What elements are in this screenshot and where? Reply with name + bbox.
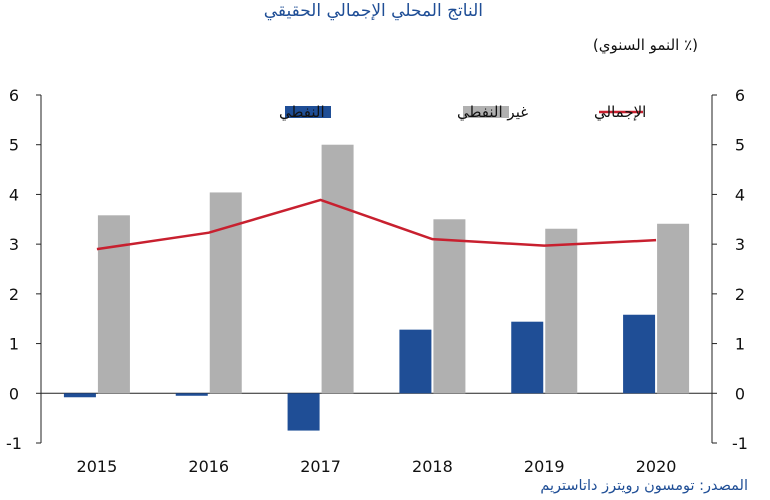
x-tick-label: 2015 <box>77 457 118 476</box>
bar-non-oil <box>209 192 242 394</box>
chart-unit-label: (٪ النمو السنوي) <box>592 36 698 54</box>
y-tick-label-right: 1 <box>735 335 745 354</box>
bar-oil <box>287 393 320 431</box>
bar-oil <box>175 393 208 396</box>
y-tick-label-right: 5 <box>735 136 745 155</box>
y-tick-label-right: 2 <box>735 285 745 304</box>
y-tick-label-right: 3 <box>735 235 745 254</box>
y-tick-label-left: 6 <box>9 86 19 105</box>
bar-non-oil <box>433 219 466 394</box>
legend-label-non-oil: غير النفطي <box>457 103 528 122</box>
bar-non-oil <box>321 144 354 394</box>
x-tick-label: 2016 <box>188 457 229 476</box>
legend-swatch-oil <box>285 106 331 118</box>
bar-non-oil <box>97 215 130 394</box>
legend-swatch-non-oil <box>463 106 509 118</box>
y-tick-label-left: 1 <box>9 335 19 354</box>
bar-non-oil <box>545 228 578 394</box>
bar-oil <box>623 314 656 394</box>
y-tick-label-left: 2 <box>9 285 19 304</box>
y-tick-label-left: 0 <box>9 384 19 403</box>
y-tick-label-left: 3 <box>9 235 19 254</box>
y-tick-label-right: 6 <box>735 86 745 105</box>
x-tick-label: 2020 <box>636 457 677 476</box>
legend-label-total: الإجمالي <box>594 103 646 122</box>
y-tick-label-right: 0 <box>735 384 745 403</box>
y-tick-label-right: -1 <box>732 434 748 453</box>
chart-source: المصدر: تومسون رويترز داتاستريم <box>540 478 748 494</box>
bar-oil <box>399 329 432 394</box>
legend-label-oil: النفطي <box>279 103 325 122</box>
y-tick-label-left: 5 <box>9 136 19 155</box>
x-tick-label: 2019 <box>524 457 565 476</box>
bar-oil <box>511 321 544 394</box>
y-tick-label-right: 4 <box>735 185 745 204</box>
y-tick-label-left: 4 <box>9 185 19 204</box>
line-total <box>96 198 657 251</box>
x-tick-label: 2018 <box>412 457 453 476</box>
x-tick-label: 2017 <box>300 457 341 476</box>
y-tick-label-left: -1 <box>6 434 22 453</box>
bar-non-oil <box>657 223 690 394</box>
bar-oil <box>63 393 96 398</box>
